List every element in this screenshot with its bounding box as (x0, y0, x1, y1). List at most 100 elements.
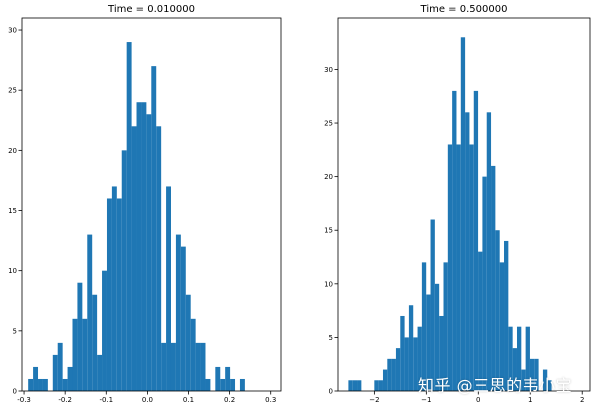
x-tick-label: -0.2 (58, 396, 72, 404)
y-tick-label: 0 (13, 388, 17, 396)
histogram-bar (151, 66, 157, 391)
histogram-bar (482, 176, 487, 391)
y-tick-label: 25 (324, 120, 333, 128)
histogram-bar (495, 230, 500, 391)
histogram-bar (382, 369, 388, 391)
x-tick-label: 0.0 (142, 396, 153, 404)
histogram-bar (166, 186, 171, 391)
histogram-bar (195, 342, 201, 391)
histogram-bar (456, 144, 461, 391)
histogram-bar (106, 198, 112, 391)
y-tick-label: 25 (8, 87, 17, 95)
histogram-bar (439, 315, 444, 391)
histogram-bar (62, 378, 68, 391)
chart-title: Time = 0.500000 (420, 4, 508, 15)
histogram-bar (42, 378, 48, 391)
x-tick-label: 2 (580, 396, 584, 404)
plot-frame (21, 17, 282, 392)
histogram-bar (516, 326, 522, 391)
y-tick-label: 15 (8, 207, 17, 215)
histogram-bar (374, 380, 379, 391)
histogram-bar (170, 342, 176, 391)
histogram-bar (87, 234, 93, 391)
histogram-bar (348, 380, 353, 391)
histogram-bar (111, 186, 117, 391)
histogram-bar (408, 305, 414, 391)
y-tick-label: 20 (8, 147, 17, 155)
histogram-bar (504, 240, 509, 391)
histogram-bar (534, 358, 539, 391)
y-tick-label: 20 (324, 173, 333, 181)
histogram-bar (447, 144, 453, 391)
histogram-bar (161, 342, 167, 391)
histogram-bar (521, 369, 526, 391)
plot-frame (337, 17, 591, 392)
histogram-bar (33, 366, 39, 391)
histogram-bar (141, 102, 147, 391)
histogram-bar (499, 262, 505, 391)
histogram-bar (82, 318, 88, 391)
x-tick-label: −1 (421, 396, 431, 404)
histogram-bar (452, 90, 457, 391)
y-tick-label: 10 (324, 280, 333, 288)
histogram-bar (102, 270, 107, 391)
histogram-bar (391, 358, 396, 391)
histogram-bar (542, 369, 548, 391)
histogram-bar (434, 283, 440, 391)
histogram-bar (116, 198, 122, 391)
histogram-bar (92, 294, 98, 391)
y-tick-label: 15 (324, 227, 333, 235)
histogram-bar (529, 358, 535, 391)
x-tick-label: −2 (369, 396, 379, 404)
histogram-bar (72, 318, 78, 391)
histogram-bar (77, 282, 83, 391)
y-tick-label: 30 (324, 66, 333, 74)
x-tick-label: 0 (476, 396, 480, 404)
y-tick-label: 5 (13, 327, 17, 335)
histogram-bar (473, 90, 479, 391)
histogram-bar (421, 262, 427, 391)
histogram-bar (67, 366, 73, 391)
histogram-bar (387, 358, 392, 391)
histogram-bar (175, 234, 181, 391)
histogram-bar (404, 337, 409, 391)
histogram-bar (378, 380, 383, 391)
x-tick-label: 0.2 (224, 396, 235, 404)
histogram-bar (146, 114, 152, 391)
histogram-bar (215, 366, 221, 391)
histogram-bar (525, 326, 530, 391)
watermark: 知乎 @三思的韦小宝 (418, 376, 573, 395)
histogram-bar (121, 150, 127, 391)
histogram-bar (239, 378, 245, 391)
histogram-time-0010: -0.3 -0.2 -0.1 0.0 0.1 0.2 0.3 0 5 10 15 20 25 30 Time… (8, 4, 282, 404)
histogram-bar (352, 380, 358, 391)
x-tick-label: -0.1 (99, 396, 113, 404)
x-tick-label: -0.3 (17, 396, 31, 404)
histogram-bar (491, 165, 496, 391)
histogram-bar (180, 246, 186, 391)
histogram-bar (57, 342, 63, 391)
histogram-bar (156, 126, 162, 391)
x-tick-label: 0.1 (183, 396, 194, 404)
y-tick-label: 10 (8, 267, 17, 275)
histogram-bar (547, 380, 552, 391)
histogram-bar (97, 354, 103, 391)
x-tick-label: 1 (528, 396, 532, 404)
histogram-bar (465, 112, 470, 391)
histogram-bar (400, 315, 405, 391)
histogram-bar (443, 262, 448, 391)
histogram-bar (469, 144, 474, 391)
histogram-bar (417, 326, 422, 391)
histogram-bar (190, 318, 196, 391)
histogram-bar (136, 102, 142, 391)
x-tick-label: 0.3 (265, 396, 276, 404)
histogram-bar (508, 326, 513, 391)
histogram-bar (38, 378, 43, 391)
y-tick-label: 0 (329, 388, 333, 396)
histogram-bar (52, 354, 58, 391)
histogram-bar (225, 366, 231, 391)
histogram-bar (230, 378, 236, 391)
